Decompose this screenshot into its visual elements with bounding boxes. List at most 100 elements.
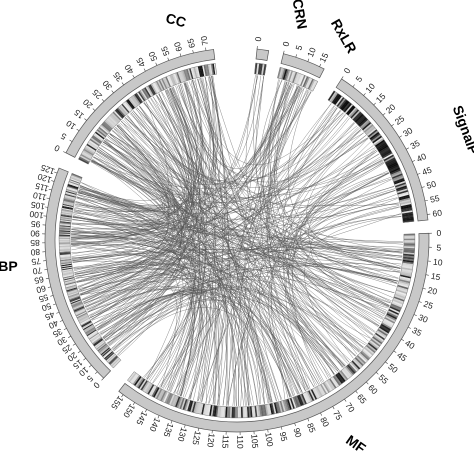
heat-cell <box>204 404 208 416</box>
heat-cell <box>68 293 80 299</box>
heat-cell <box>317 385 325 397</box>
heat-cell <box>294 396 300 408</box>
heat-cell <box>302 392 309 404</box>
link-bp-mf <box>71 251 397 287</box>
heat-cell <box>60 215 72 219</box>
heat-cell <box>399 199 411 204</box>
heat-cell <box>66 289 78 294</box>
heat-cell <box>150 385 157 397</box>
heat-cell <box>199 403 204 415</box>
heat-cell <box>99 346 110 355</box>
heat-cell <box>276 401 281 413</box>
tick-mark <box>307 58 310 62</box>
heat-cell <box>127 371 136 382</box>
heat-cell <box>72 304 84 310</box>
heat-cell <box>103 350 113 360</box>
heat-cell <box>100 124 110 133</box>
heat-cell <box>65 285 77 290</box>
heat-cell <box>113 110 123 120</box>
heat-cell <box>282 68 288 80</box>
heat-cell <box>372 135 383 144</box>
heat-cell <box>132 375 141 386</box>
heat-cell <box>229 406 232 418</box>
heat-cell <box>398 279 411 284</box>
heat-cell <box>254 405 258 418</box>
heat-cell <box>257 63 262 75</box>
link-signalp-mf <box>243 205 400 406</box>
tick-label: 75 <box>31 256 42 267</box>
link-signalp-bp <box>103 112 344 340</box>
link-cc-mf <box>120 121 303 393</box>
link-rxlr-mf <box>268 88 340 371</box>
heat-cell <box>273 402 278 414</box>
heat-cell <box>286 70 292 82</box>
link-cc-bp <box>72 128 175 222</box>
heat-cell <box>343 103 353 113</box>
heat-cell <box>69 177 81 183</box>
heat-cell <box>97 344 108 353</box>
heat-cell <box>131 95 140 106</box>
link-cc-mf <box>136 107 298 395</box>
heat-cell <box>209 63 213 76</box>
heat-cell <box>353 112 363 122</box>
tick-mark <box>179 53 182 57</box>
heat-cell <box>367 129 378 138</box>
heat-cell <box>338 99 348 109</box>
heat-cell <box>60 258 72 262</box>
tick-label: 10 <box>363 81 377 95</box>
link-signalp-bp <box>71 129 361 243</box>
heat-cell <box>194 66 199 78</box>
heat-cell <box>380 149 391 157</box>
tick-mark <box>56 311 60 314</box>
heat-cell <box>397 190 409 195</box>
heat-cell <box>66 188 78 193</box>
heat-cell <box>69 296 81 302</box>
heat-cell <box>179 71 185 83</box>
heat-cell <box>153 82 160 93</box>
heat-cell <box>96 342 106 350</box>
heat-cell <box>281 68 286 80</box>
heat-cell <box>59 241 71 243</box>
heat-cell <box>403 255 415 259</box>
heat-cell <box>396 286 408 292</box>
heat-cell <box>401 265 413 270</box>
link-cc-rxlr <box>150 89 307 189</box>
heat-cell <box>98 126 109 135</box>
heat-cell <box>331 376 340 387</box>
link-crn-bp <box>72 76 264 226</box>
heat-cell <box>319 384 327 395</box>
heat-cell <box>89 333 100 341</box>
heat-cell <box>110 113 120 123</box>
heat-cell <box>65 284 77 289</box>
heat-cell <box>378 146 390 154</box>
heat-cell <box>59 252 71 255</box>
heat-cell <box>128 372 137 383</box>
link-bp-mf <box>81 182 227 406</box>
heat-cell <box>325 380 333 392</box>
link-rxlr-mf <box>267 89 340 371</box>
tick-mark <box>307 418 310 422</box>
heat-cell <box>75 310 87 317</box>
heat-cell <box>61 211 73 215</box>
tick-label: 55 <box>159 45 172 58</box>
heat-cell <box>377 328 388 337</box>
heat-cell <box>73 306 85 312</box>
heat-cell <box>59 224 71 227</box>
heat-cell <box>193 67 198 79</box>
heat-cell <box>393 296 405 302</box>
heat-cell <box>187 400 192 412</box>
tick-label: 35 <box>411 325 424 338</box>
heat-cell <box>270 403 275 415</box>
heat-cell <box>59 227 71 230</box>
tick-label: 70 <box>343 401 357 415</box>
tick-mark <box>320 412 323 416</box>
heat-cell <box>379 326 390 334</box>
heat-cell <box>125 99 135 110</box>
heat-cell <box>403 240 415 242</box>
heat-cell <box>69 178 81 184</box>
heat-cell <box>398 193 410 198</box>
heat-cell <box>401 207 413 211</box>
heat-cell <box>302 76 309 88</box>
tick-label: 5 <box>293 44 304 52</box>
heat-cell <box>96 342 107 351</box>
